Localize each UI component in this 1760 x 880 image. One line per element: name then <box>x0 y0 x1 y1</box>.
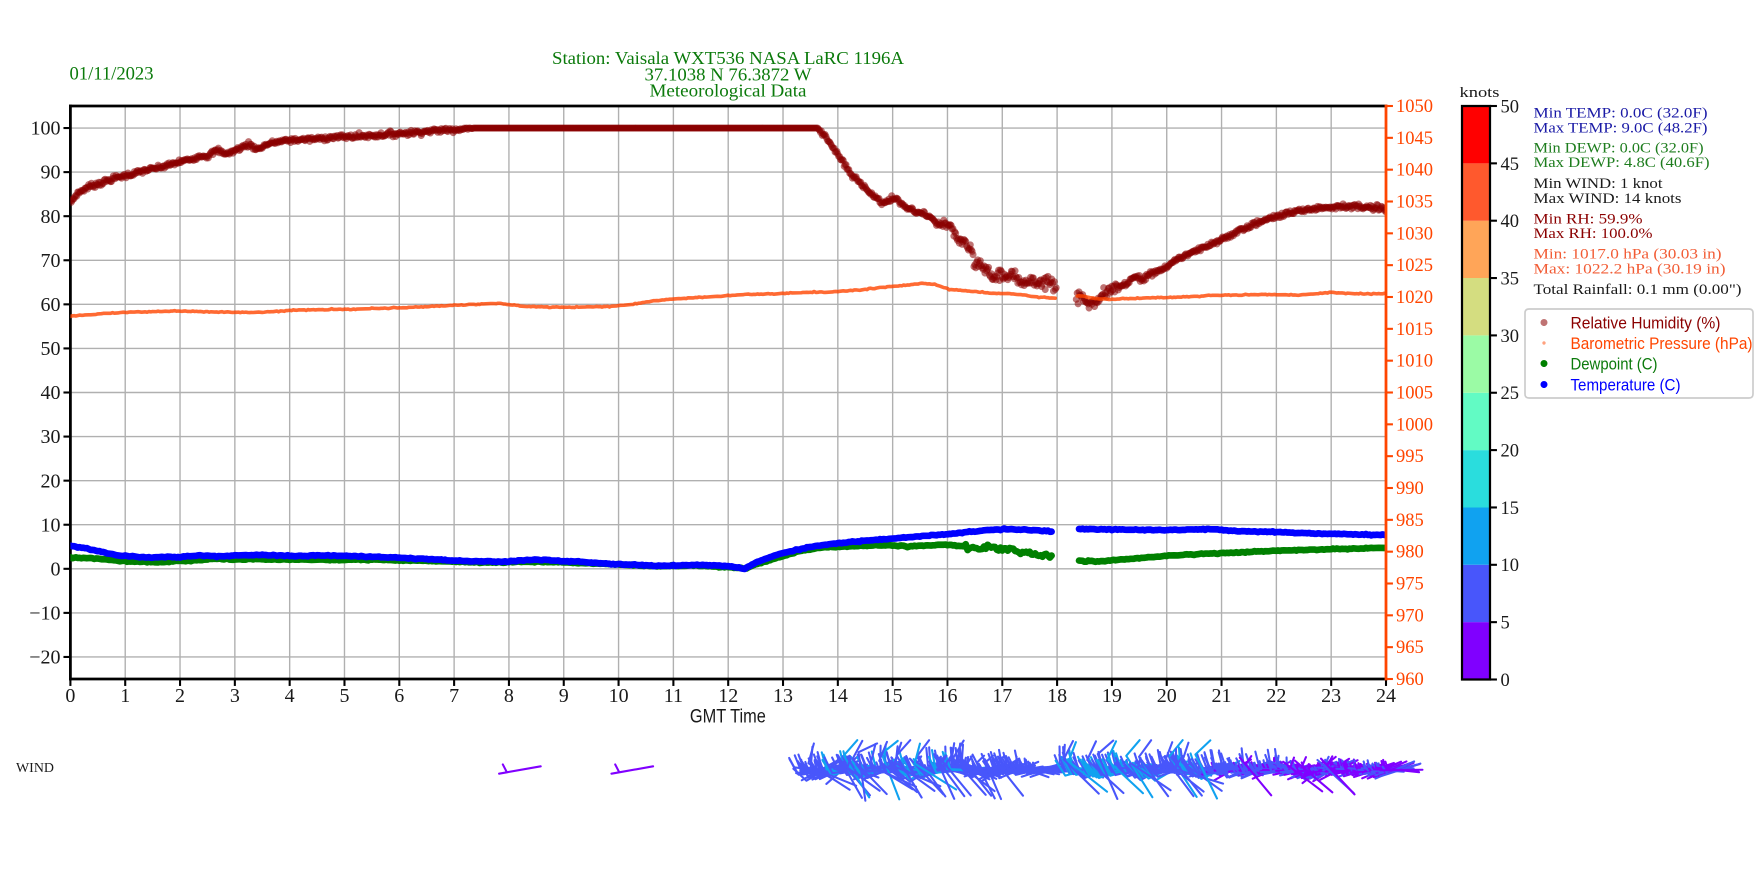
svg-text:960: 960 <box>1396 670 1424 690</box>
svg-text:40: 40 <box>1501 212 1520 232</box>
svg-text:Total Rainfall: 0.1 mm (0.00"): Total Rainfall: 0.1 mm (0.00") <box>1534 282 1742 298</box>
svg-text:Min RH: 59.9%: Min RH: 59.9% <box>1534 211 1643 227</box>
svg-text:1000: 1000 <box>1396 415 1433 435</box>
svg-text:Max: 1022.2 hPa (30.19 in): Max: 1022.2 hPa (30.19 in) <box>1534 261 1726 277</box>
svg-text:990: 990 <box>1396 479 1424 499</box>
svg-text:Min TEMP: 0.0C (32.0F): Min TEMP: 0.0C (32.0F) <box>1534 106 1708 122</box>
svg-text:5: 5 <box>339 685 349 707</box>
svg-text:1050: 1050 <box>1396 97 1433 117</box>
svg-text:1015: 1015 <box>1396 320 1433 340</box>
svg-text:1025: 1025 <box>1396 256 1433 276</box>
svg-text:100: 100 <box>31 118 61 140</box>
svg-text:30: 30 <box>1501 327 1520 347</box>
svg-text:4: 4 <box>285 685 295 707</box>
svg-text:01/11/2023: 01/11/2023 <box>70 64 154 85</box>
svg-text:30: 30 <box>41 426 61 448</box>
svg-text:Max WIND: 14 knots: Max WIND: 14 knots <box>1534 191 1682 207</box>
svg-text:1035: 1035 <box>1396 192 1433 212</box>
svg-text:985: 985 <box>1396 511 1424 531</box>
svg-text:11: 11 <box>664 685 683 707</box>
svg-text:Relative Humidity (%): Relative Humidity (%) <box>1571 314 1721 333</box>
svg-text:WIND: WIND <box>16 761 54 776</box>
svg-text:20: 20 <box>41 470 61 492</box>
svg-text:20: 20 <box>1157 685 1177 707</box>
svg-text:3: 3 <box>230 685 240 707</box>
svg-text:13: 13 <box>773 685 793 707</box>
svg-text:12: 12 <box>718 685 738 707</box>
svg-text:1030: 1030 <box>1396 224 1433 244</box>
svg-text:knots: knots <box>1460 85 1500 101</box>
svg-text:0: 0 <box>65 685 75 707</box>
svg-text:1005: 1005 <box>1396 383 1433 403</box>
svg-text:965: 965 <box>1396 638 1424 658</box>
svg-text:975: 975 <box>1396 575 1424 595</box>
svg-text:−20: −20 <box>29 647 60 669</box>
svg-text:14: 14 <box>828 685 848 707</box>
svg-text:5: 5 <box>1501 614 1510 634</box>
svg-text:50: 50 <box>1501 97 1520 117</box>
svg-text:Station: Vaisala WXT536 NASA: Station: Vaisala WXT536 NASA LaRC 1196A <box>552 48 904 68</box>
svg-text:0: 0 <box>1501 671 1510 691</box>
svg-text:1045: 1045 <box>1396 129 1433 149</box>
svg-text:21: 21 <box>1212 685 1232 707</box>
svg-text:15: 15 <box>883 685 903 707</box>
svg-text:Max DEWP: 4.8C (40.6F): Max DEWP: 4.8C (40.6F) <box>1534 155 1710 171</box>
svg-text:25: 25 <box>1501 384 1520 404</box>
svg-text:−10: −10 <box>29 603 60 625</box>
svg-text:Max RH: 100.0%: Max RH: 100.0% <box>1534 226 1653 242</box>
svg-text:6: 6 <box>394 685 404 707</box>
svg-text:70: 70 <box>41 250 61 272</box>
svg-text:40: 40 <box>41 382 61 404</box>
svg-text:18: 18 <box>1047 685 1067 707</box>
svg-text:0: 0 <box>50 558 60 580</box>
svg-text:60: 60 <box>41 294 61 316</box>
svg-text:35: 35 <box>1501 269 1520 289</box>
svg-text:17: 17 <box>992 685 1012 707</box>
svg-text:24: 24 <box>1376 685 1396 707</box>
svg-text:2: 2 <box>175 685 185 707</box>
svg-text:19: 19 <box>1102 685 1122 707</box>
svg-text:20: 20 <box>1501 441 1520 461</box>
svg-text:16: 16 <box>937 685 957 707</box>
svg-text:Min: 1017.0 hPa (30.03 in): Min: 1017.0 hPa (30.03 in) <box>1534 247 1722 263</box>
svg-text:23: 23 <box>1321 685 1341 707</box>
svg-text:45: 45 <box>1501 155 1520 175</box>
svg-text:15: 15 <box>1501 499 1520 519</box>
svg-text:10: 10 <box>41 514 61 536</box>
svg-text:1: 1 <box>120 685 130 707</box>
svg-text:22: 22 <box>1266 685 1286 707</box>
svg-text:GMT Time: GMT Time <box>690 706 766 727</box>
svg-text:Temperature (C): Temperature (C) <box>1571 376 1681 395</box>
svg-text:10: 10 <box>609 685 629 707</box>
svg-text:1010: 1010 <box>1396 352 1433 372</box>
svg-text:90: 90 <box>41 162 61 184</box>
svg-text:Meteorological Data: Meteorological Data <box>650 80 807 100</box>
svg-text:Barometric Pressure (hPa): Barometric Pressure (hPa) <box>1571 334 1753 353</box>
svg-text:10: 10 <box>1501 556 1520 576</box>
svg-text:Min WIND: 1 knot: Min WIND: 1 knot <box>1534 176 1663 192</box>
svg-text:980: 980 <box>1396 543 1424 563</box>
svg-text:80: 80 <box>41 206 61 228</box>
svg-text:37.1038 N 76.3872 W: 37.1038 N 76.3872 W <box>645 64 812 84</box>
svg-text:8: 8 <box>504 685 514 707</box>
svg-text:50: 50 <box>41 338 61 360</box>
svg-text:7: 7 <box>449 685 459 707</box>
svg-text:1020: 1020 <box>1396 288 1433 308</box>
svg-text:Max TEMP: 9.0C (48.2F): Max TEMP: 9.0C (48.2F) <box>1534 120 1708 136</box>
svg-text:1040: 1040 <box>1396 161 1433 181</box>
svg-text:9: 9 <box>559 685 569 707</box>
svg-text:Dewpoint (C): Dewpoint (C) <box>1571 355 1658 374</box>
svg-text:Min DEWP: 0.0C (32.0F): Min DEWP: 0.0C (32.0F) <box>1534 140 1704 156</box>
svg-text:970: 970 <box>1396 606 1424 626</box>
svg-text:995: 995 <box>1396 447 1424 467</box>
